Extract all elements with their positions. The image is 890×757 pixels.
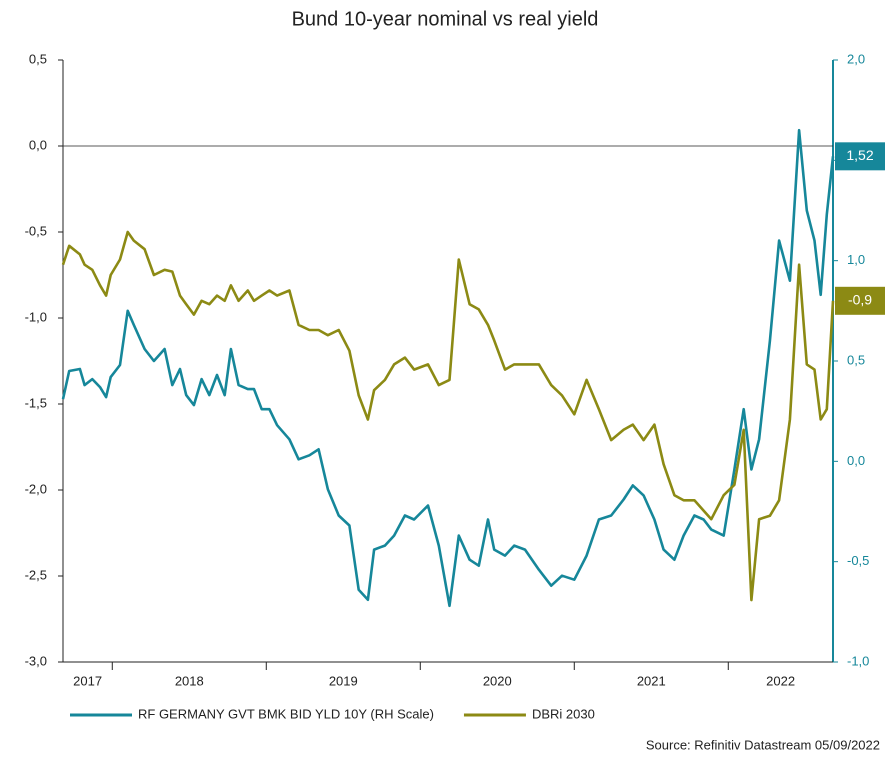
y-tick-label: -1,0 xyxy=(25,309,47,324)
legend-label: DBRi 2030 xyxy=(532,706,595,721)
x-tick-label: 2020 xyxy=(483,673,512,688)
end-label-box xyxy=(835,142,885,171)
legend-label: RF GERMANY GVT BMK BID YLD 10Y (RH Scale… xyxy=(138,706,434,721)
y2-tick-label: -1,0 xyxy=(847,653,869,668)
source-note: Source: Refinitiv Datastream 05/09/2022 xyxy=(646,737,880,752)
x-tick-label: 2017 xyxy=(73,673,102,688)
y-tick-label: 0,0 xyxy=(29,137,47,152)
x-tick-label: 2018 xyxy=(175,673,204,688)
y2-tick-label: 0,0 xyxy=(847,453,865,468)
y2-tick-label: 0,5 xyxy=(847,352,865,367)
y-tick-label: -2,0 xyxy=(25,481,47,496)
end-label-box xyxy=(835,286,885,315)
x-tick-label: 2019 xyxy=(329,673,358,688)
y2-tick-label: -0,5 xyxy=(847,553,869,568)
series-line xyxy=(61,230,835,602)
y-tick-label: 0,5 xyxy=(29,51,47,66)
end-label: 1,52 xyxy=(846,147,873,163)
y-tick-label: -1,5 xyxy=(25,395,47,410)
chart-title: Bund 10-year nominal vs real yield xyxy=(292,8,599,30)
x-tick-label: 2021 xyxy=(637,673,666,688)
y2-tick-label: 2,0 xyxy=(847,51,865,66)
x-tick-label: 2022 xyxy=(766,673,795,688)
y2-tick-label: 1,0 xyxy=(847,252,865,267)
y-tick-label: -3,0 xyxy=(25,653,47,668)
y-tick-label: -2,5 xyxy=(25,567,47,582)
end-label: -0,9 xyxy=(848,292,872,308)
y-tick-label: -0,5 xyxy=(25,223,47,238)
series-line xyxy=(61,128,835,608)
